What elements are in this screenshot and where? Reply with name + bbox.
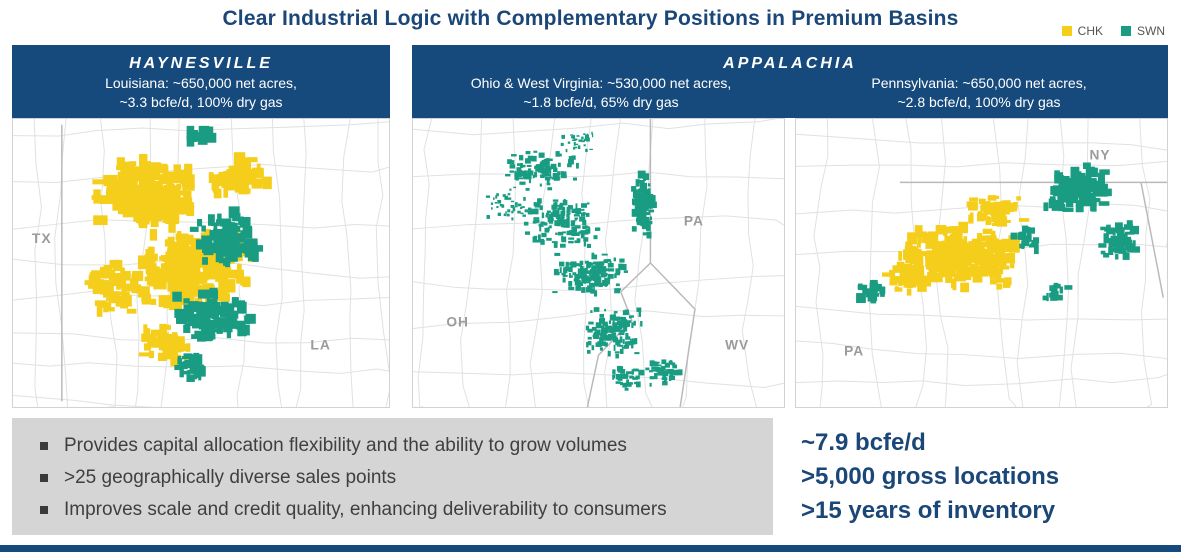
stat-bcfed: ~7.9 bcfe/d — [801, 429, 926, 456]
legend-label-chk: CHK — [1077, 24, 1103, 38]
svg-text:PA: PA — [844, 342, 864, 358]
map-pennsylvania: NY PA — [795, 118, 1168, 408]
map-ohio-west-virginia: OH PA WV — [412, 118, 785, 408]
svg-text:WV: WV — [725, 336, 749, 352]
basin-panels: HAYNESVILLE Louisiana: ~650,000 net acre… — [12, 45, 1168, 408]
appalachia-header: APPALACHIA Ohio & West Virginia: ~530,00… — [412, 45, 1168, 118]
legend: CHK SWN — [1061, 24, 1165, 38]
list-item: >25 geographically diverse sales points — [40, 463, 763, 493]
appalachia-pennsylvania-text: Pennsylvania: ~650,000 net acres, ~2.8 b… — [790, 74, 1168, 112]
page-title: Clear Industrial Logic with Complementar… — [222, 7, 959, 30]
bottom-section: Provides capital allocation flexibility … — [12, 418, 1168, 535]
svg-text:LA: LA — [310, 336, 331, 352]
bullet-icon — [40, 442, 48, 450]
swn-swatch-icon — [1121, 26, 1131, 36]
panel-appalachia: APPALACHIA Ohio & West Virginia: ~530,00… — [412, 45, 1168, 408]
map-haynesville: TX LA — [12, 118, 390, 408]
bullet-text-3: Improves scale and credit quality, enhan… — [64, 499, 667, 520]
haynesville-sub-line1: Louisiana: ~650,000 net acres, — [105, 75, 297, 91]
appalachia-title: APPALACHIA — [723, 55, 857, 72]
panel-haynesville: HAYNESVILLE Louisiana: ~650,000 net acre… — [12, 45, 390, 408]
svg-text:NY: NY — [1089, 147, 1110, 163]
legend-item-chk: CHK — [1061, 24, 1103, 38]
haynesville-header: HAYNESVILLE Louisiana: ~650,000 net acre… — [12, 45, 390, 118]
bullet-icon — [40, 474, 48, 482]
list-item: Provides capital allocation flexibility … — [40, 431, 763, 461]
bottom-accent-bar — [0, 545, 1181, 552]
haynesville-title: HAYNESVILLE — [129, 55, 273, 72]
appalachia-ohio-wv-text: Ohio & West Virginia: ~530,000 net acres… — [412, 74, 790, 112]
key-stats: ~7.9 bcfe/d >5,000 gross locations >15 y… — [801, 418, 1059, 535]
svg-text:TX: TX — [32, 230, 52, 246]
svg-text:OH: OH — [446, 313, 469, 329]
chk-swatch-icon — [1061, 26, 1072, 36]
stat-years-inventory: >15 years of inventory — [801, 497, 1056, 524]
svg-text:PA: PA — [684, 212, 704, 228]
bullet-text-1: Provides capital allocation flexibility … — [64, 435, 627, 456]
bullet-text-2: >25 geographically diverse sales points — [64, 467, 397, 488]
pennsylvania-line2: ~2.8 bcfe/d, 100% dry gas — [897, 94, 1061, 110]
bullet-icon — [40, 506, 48, 514]
stat-gross-locations: >5,000 gross locations — [801, 463, 1060, 490]
ohio-wv-line1: Ohio & West Virginia: ~530,000 net acres… — [470, 75, 732, 91]
legend-label-swn: SWN — [1137, 24, 1165, 38]
ohio-wv-line2: ~1.8 bcfe/d, 65% dry gas — [523, 94, 679, 110]
list-item: Improves scale and credit quality, enhan… — [40, 495, 763, 525]
haynesville-sub-line2: ~3.3 bcfe/d, 100% dry gas — [119, 94, 283, 110]
pennsylvania-line1: Pennsylvania: ~650,000 net acres, — [871, 75, 1087, 91]
highlights-box: Provides capital allocation flexibility … — [12, 418, 773, 535]
legend-item-swn: SWN — [1121, 24, 1165, 38]
